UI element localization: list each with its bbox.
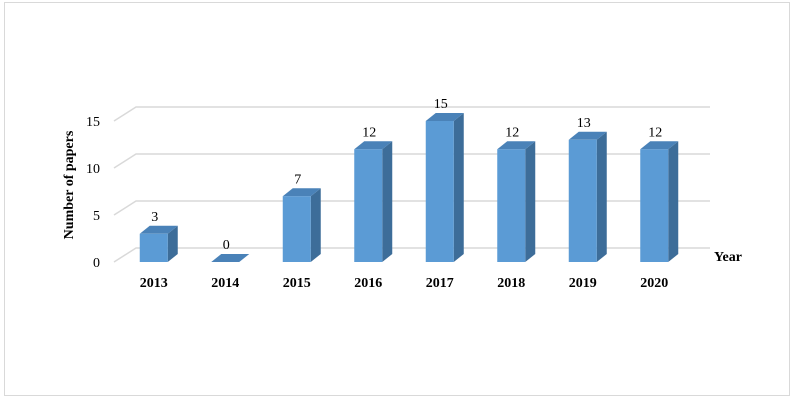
bar (354, 149, 383, 262)
bar-top (282, 188, 321, 197)
x-tick-label: 2015 (283, 276, 311, 291)
bar-top (354, 141, 393, 150)
y-tick-label: 5 (93, 209, 100, 224)
grid-line (113, 106, 710, 122)
bar-side (167, 225, 178, 262)
bar-side (453, 113, 464, 262)
x-tick-label: 2013 (140, 276, 168, 291)
x-tick-label: 2017 (426, 276, 454, 291)
bar-side (382, 141, 393, 262)
bar (425, 121, 454, 262)
data-label: 15 (434, 97, 448, 112)
bar-top (497, 141, 536, 150)
data-label: 12 (648, 125, 662, 140)
bar-side (596, 131, 607, 262)
bar-side (525, 141, 536, 262)
data-label: 0 (223, 238, 230, 253)
x-tick-label: 2019 (569, 276, 597, 291)
bar-top (139, 225, 178, 234)
data-label: 12 (362, 125, 376, 140)
data-label: 3 (151, 210, 158, 225)
x-tick-label: 2016 (354, 276, 382, 291)
bar-top (425, 113, 464, 121)
bar (139, 233, 168, 262)
bar-top (640, 141, 679, 150)
data-label: 13 (577, 116, 591, 131)
x-tick-label: 2020 (640, 276, 668, 291)
bar-side (310, 188, 321, 262)
bar (640, 149, 669, 262)
x-axis-title: Year (714, 250, 742, 265)
y-tick-label: 0 (93, 256, 100, 271)
x-tick-label: 2018 (497, 276, 525, 291)
bar-top (211, 254, 250, 262)
x-tick-label: 2014 (211, 276, 239, 291)
bar (497, 149, 526, 262)
bar (282, 196, 311, 262)
data-label: 7 (294, 172, 301, 187)
data-label: 12 (505, 125, 519, 140)
bar (568, 139, 597, 262)
y-tick-label: 15 (86, 115, 100, 130)
bar-top (568, 131, 607, 140)
y-axis-title: Number of papers (62, 130, 77, 239)
bar-side (668, 141, 679, 262)
y-tick-label: 10 (86, 162, 100, 177)
